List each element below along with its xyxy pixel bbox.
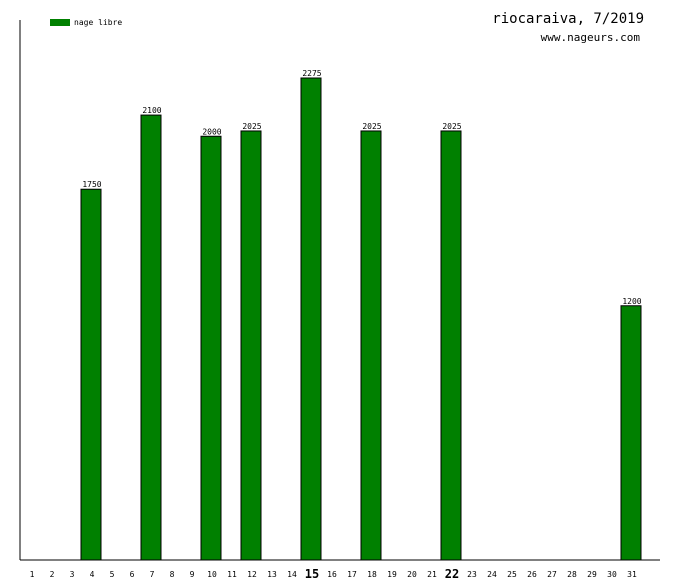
x-tick-label-14: 14 — [287, 570, 297, 579]
x-tick-label-6: 6 — [130, 570, 135, 579]
bar-day-10 — [200, 135, 222, 561]
x-tick-label-29: 29 — [587, 570, 597, 579]
bar-day-12 — [240, 130, 262, 561]
x-tick-label-7: 7 — [150, 570, 155, 579]
x-tick-label-23: 23 — [467, 570, 477, 579]
x-tick-label-15: 15 — [305, 567, 319, 580]
x-tick-label-31: 31 — [627, 570, 637, 579]
bar-day-31 — [620, 305, 642, 561]
legend-swatch-nage-libre — [50, 19, 70, 26]
value-label-day-18: 2025 — [362, 122, 381, 131]
x-tick-label-21: 21 — [427, 570, 437, 579]
chart-title: riocaraiva, 7/2019 — [492, 11, 644, 27]
x-tick-label-26: 26 — [527, 570, 537, 579]
bar-day-4 — [80, 188, 102, 561]
x-tick-label-12: 12 — [247, 570, 257, 579]
x-tick-label-27: 27 — [547, 570, 557, 579]
bars-group — [80, 77, 642, 561]
x-tick-label-16: 16 — [327, 570, 337, 579]
x-tick-label-9: 9 — [190, 570, 195, 579]
x-tick-label-10: 10 — [207, 570, 217, 579]
x-tick-label-18: 18 — [367, 570, 377, 579]
value-label-day-7: 2100 — [142, 106, 161, 115]
value-label-day-12: 2025 — [242, 122, 261, 131]
x-tick-label-3: 3 — [70, 570, 75, 579]
value-label-day-31: 1200 — [622, 297, 641, 306]
x-tick-label-4: 4 — [90, 570, 95, 579]
x-tick-label-30: 30 — [607, 570, 617, 579]
x-tick-label-19: 19 — [387, 570, 397, 579]
x-tick-label-24: 24 — [487, 570, 497, 579]
value-label-day-4: 1750 — [82, 180, 101, 189]
x-tick-label-28: 28 — [567, 570, 577, 579]
x-tick-label-22: 22 — [445, 567, 459, 580]
website-label: www.nageurs.com — [541, 31, 641, 44]
value-label-day-22: 2025 — [442, 122, 461, 131]
bar-day-18 — [360, 130, 382, 561]
x-tick-label-17: 17 — [347, 570, 357, 579]
x-tick-labels-group: 1 2 3 4 5 6 7 8 9 10 11 12 13 14 15 16 17 18 19 20 21 22 23 24 2… — [30, 567, 637, 580]
value-label-day-10: 2000 — [202, 127, 221, 136]
bar-day-15 — [300, 77, 322, 561]
x-tick-label-8: 8 — [170, 570, 175, 579]
value-label-day-15: 2275 — [302, 69, 321, 78]
x-tick-label-11: 11 — [227, 570, 237, 579]
bar-day-22 — [440, 130, 462, 561]
x-tick-label-25: 25 — [507, 570, 517, 579]
x-tick-label-2: 2 — [50, 570, 55, 579]
legend-label-nage-libre: nage libre — [74, 18, 122, 27]
value-labels-group: 1750 2100 2000 2025 2275 2025 2025 1200 — [82, 69, 641, 306]
x-tick-label-1: 1 — [30, 570, 35, 579]
x-tick-label-13: 13 — [267, 570, 277, 579]
x-tick-label-20: 20 — [407, 570, 417, 579]
bar-day-7 — [140, 114, 162, 561]
x-tick-label-5: 5 — [110, 570, 115, 579]
